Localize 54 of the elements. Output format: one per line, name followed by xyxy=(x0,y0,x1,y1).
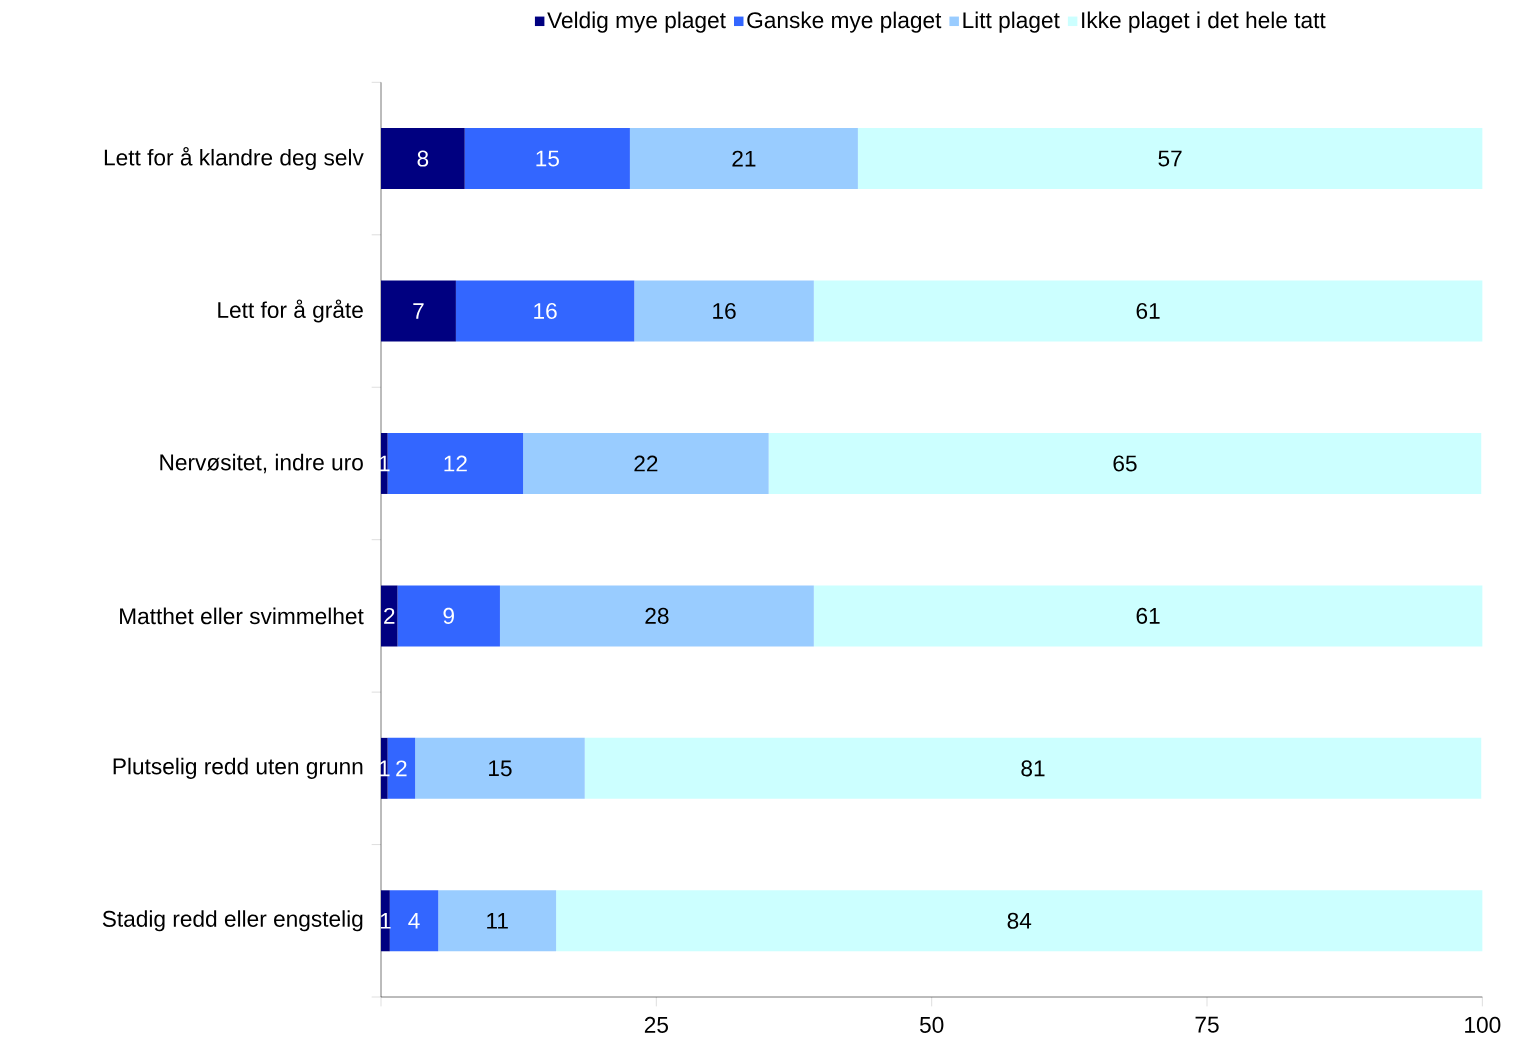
bar xyxy=(584,737,1482,799)
bar xyxy=(629,128,858,190)
bar xyxy=(634,280,814,342)
bar xyxy=(556,890,1483,952)
data-label: 9 xyxy=(443,607,454,624)
x-tick-label: 75 xyxy=(1195,1016,1219,1033)
bar xyxy=(813,585,1483,647)
bar xyxy=(381,280,456,342)
bar xyxy=(455,280,635,342)
bar xyxy=(415,737,585,799)
data-label: 12 xyxy=(444,455,467,472)
bar xyxy=(381,128,465,190)
bar xyxy=(389,890,439,952)
x-tick-label: 25 xyxy=(644,1016,668,1033)
legend-label: Ikke plaget i det hele tatt xyxy=(1082,11,1326,33)
y-tick-label: Matthet eller svimmelhet xyxy=(120,607,364,625)
data-label: 15 xyxy=(536,150,559,167)
y-tick-label: Nervøsitet, indre uro xyxy=(160,453,363,474)
bar xyxy=(397,585,500,647)
y-tick-label: Plutselig redd uten grunn xyxy=(113,757,363,779)
bar xyxy=(499,585,814,647)
x-tick-label: 100 xyxy=(1465,1016,1501,1033)
data-label: 21 xyxy=(732,150,756,167)
bar xyxy=(438,890,557,952)
data-label: 61 xyxy=(1136,302,1160,320)
legend-label: Ganske mye plaget xyxy=(747,11,942,33)
legend-label: Litt plaget xyxy=(963,11,1060,33)
data-label: 84 xyxy=(1007,912,1032,929)
data-label: 81 xyxy=(1021,760,1045,777)
data-label: 65 xyxy=(1113,455,1137,472)
data-label: 57 xyxy=(1158,150,1182,167)
bar xyxy=(381,585,398,647)
y-tick-label: Stadig redd eller engstelig xyxy=(102,910,363,932)
data-label: 16 xyxy=(534,302,557,320)
data-label: 11 xyxy=(487,912,508,929)
data-label: 15 xyxy=(489,760,512,777)
data-label: 22 xyxy=(634,455,658,472)
data-label: 7 xyxy=(413,303,424,319)
bar xyxy=(768,432,1482,494)
data-label: 2 xyxy=(384,607,395,624)
bar xyxy=(523,432,769,494)
legend-label: Veldig mye plaget xyxy=(547,11,726,33)
data-label: 4 xyxy=(408,912,420,929)
data-label: 28 xyxy=(645,607,669,624)
bar xyxy=(813,280,1483,342)
bar xyxy=(464,128,630,190)
data-label: 2 xyxy=(396,760,407,777)
y-tick-label: Lett for å klandre deg selv xyxy=(104,147,364,171)
data-label: 61 xyxy=(1136,607,1160,624)
data-label: 8 xyxy=(417,150,429,167)
y-tick-label: Lett for å gråte xyxy=(218,299,363,323)
data-label: 16 xyxy=(713,302,736,320)
x-tick-label: 50 xyxy=(919,1016,944,1033)
bar xyxy=(857,128,1483,190)
